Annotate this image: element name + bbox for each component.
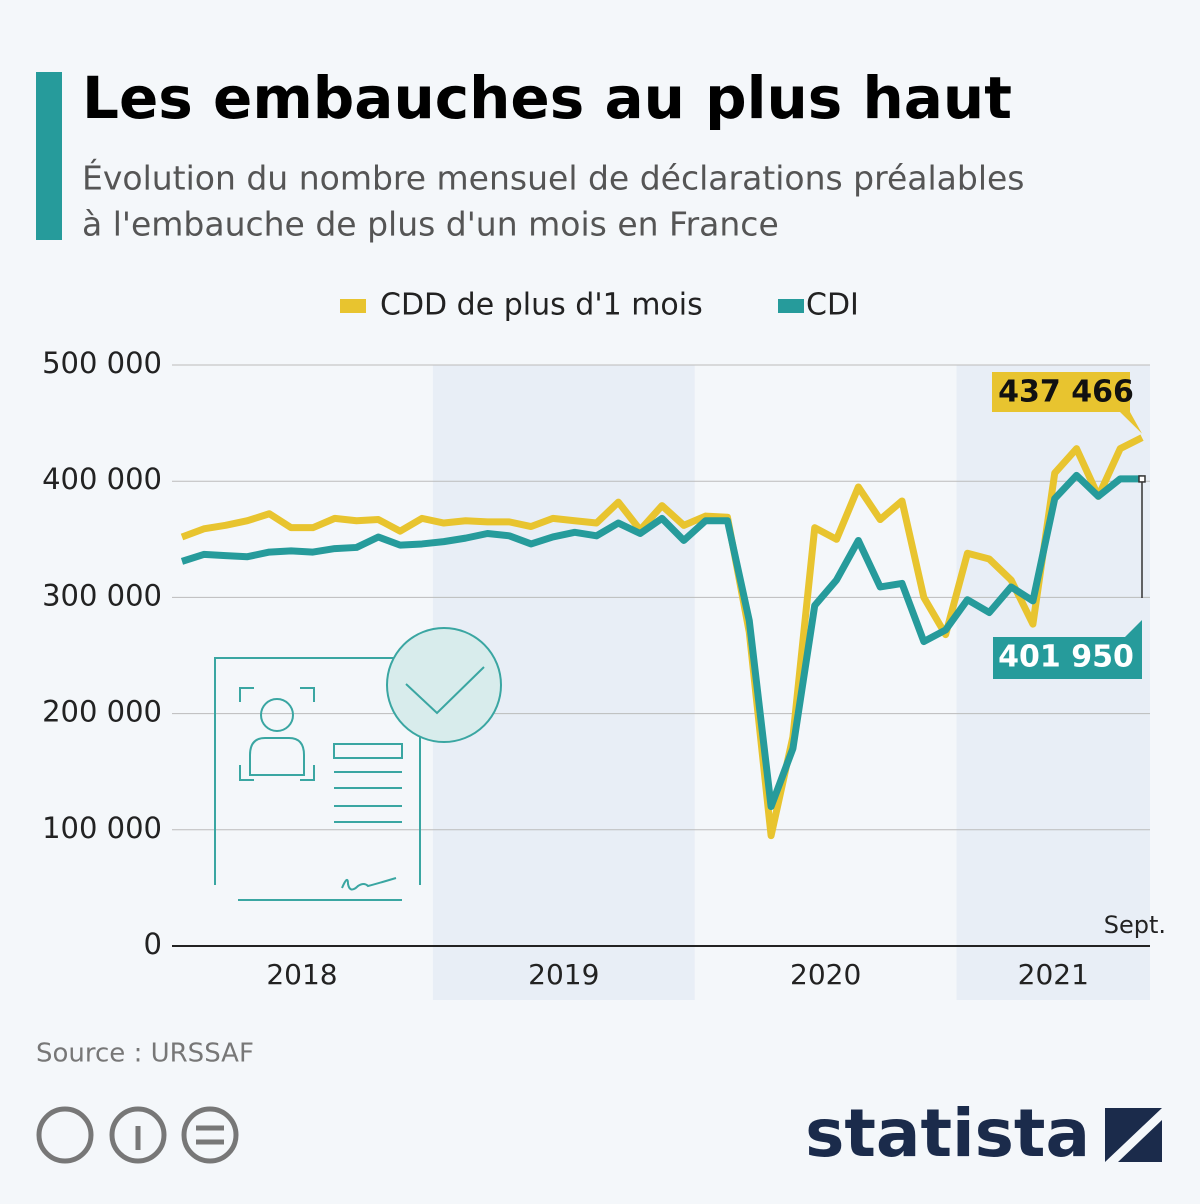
year-band: [956, 365, 1150, 1000]
legend-label: CDD de plus d'1 mois: [380, 288, 703, 323]
source: Source : URSSAF: [36, 1039, 254, 1069]
end-label-box: [992, 372, 1142, 434]
x-tick-label: 2020: [790, 958, 861, 991]
y-tick-label: 0: [144, 927, 162, 961]
y-tick-label: 200 000: [42, 695, 162, 729]
title-accent: [36, 72, 62, 240]
brand-logo: [1105, 1108, 1162, 1162]
legend-label: CDI: [806, 288, 859, 323]
series-line: [180, 471, 1143, 811]
y-tick-label: 400 000: [42, 462, 162, 496]
x-tick-label: 2019: [528, 958, 599, 991]
end-label: 401 950: [998, 640, 1134, 675]
brand: statista: [805, 1095, 1090, 1172]
plot: 437 466 401 950: [180, 372, 1146, 840]
end-label: 437 466: [998, 375, 1134, 410]
x-annotation: Sept.: [1104, 911, 1166, 939]
series-line: [180, 434, 1144, 840]
grid: 0 100 000 200 000 300 000 400 000 500 000: [42, 346, 1150, 961]
legend-swatch: [340, 299, 366, 313]
legend: CDD de plus d'1 mois CDI: [340, 288, 859, 323]
y-tick-label: 100 000: [42, 811, 162, 845]
subtitle: Évolution du nombre mensuel de déclarati…: [82, 158, 1025, 198]
x-tick-label: 2018: [266, 958, 337, 991]
chart-title: Les embauches au plus haut: [82, 64, 1012, 132]
illustration: [214, 627, 502, 901]
legend-swatch: [778, 299, 804, 313]
license-icons: [36, 1106, 239, 1164]
end-label-box: [993, 620, 1142, 679]
y-tick-label: 500 000: [42, 346, 162, 380]
y-tick-label: 300 000: [42, 578, 162, 612]
x-tick-label: 2021: [1018, 958, 1089, 991]
subtitle: à l'embauche de plus d'un mois en France: [82, 205, 779, 244]
leader-point: [1138, 475, 1146, 483]
